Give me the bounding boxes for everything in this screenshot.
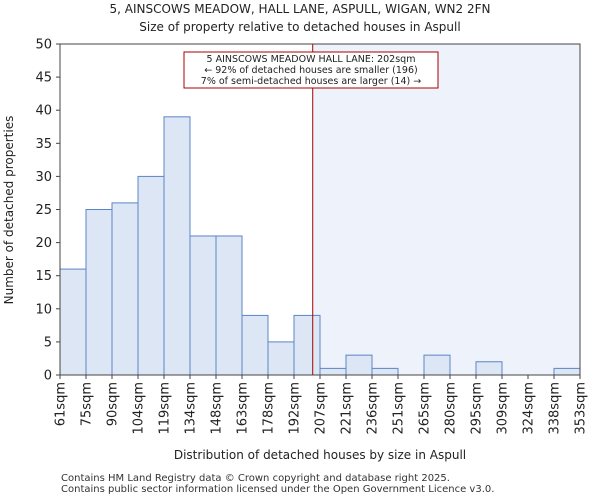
y-tick-label-40: 40 — [35, 104, 52, 119]
x-tick-label-119sqm: 119sqm — [158, 382, 173, 435]
licence-footer: Contains public sector information licen… — [61, 484, 495, 495]
bar-178sqm — [267, 341, 295, 376]
x-tick-label-324sqm: 324sqm — [522, 382, 537, 435]
bar-295sqm — [475, 361, 503, 376]
x-tick-label-192sqm: 192sqm — [288, 382, 303, 435]
annotation-line-3: 7% of semi-detached houses are larger (1… — [201, 76, 421, 87]
x-tick-label-104sqm: 104sqm — [132, 382, 147, 435]
bar-134sqm — [189, 235, 217, 376]
bar-338sqm — [553, 367, 581, 376]
x-tick-label-353sqm: 353sqm — [574, 382, 589, 435]
x-tick-label-207sqm: 207sqm — [314, 382, 329, 435]
x-tick-label-280sqm: 280sqm — [444, 382, 459, 435]
annotation-box: 5 AINSCOWS MEADOW HALL LANE: 202sqm ← 92… — [183, 51, 439, 89]
bar-236sqm — [371, 367, 399, 376]
x-tick-label-163sqm: 163sqm — [236, 382, 251, 435]
bar-221sqm — [345, 354, 373, 376]
y-tick-label-30: 30 — [35, 170, 52, 185]
x-tick-label-221sqm: 221sqm — [340, 382, 355, 435]
y-tick-label-45: 45 — [35, 71, 52, 86]
bar-61sqm — [59, 268, 87, 376]
y-tick-label-35: 35 — [35, 137, 52, 152]
x-tick-label-178sqm: 178sqm — [262, 382, 277, 435]
x-tick-label-295sqm: 295sqm — [470, 382, 485, 435]
bar-265sqm — [423, 354, 451, 376]
bar-148sqm — [215, 235, 243, 376]
annotation-line-2: ← 92% of detached houses are smaller (19… — [204, 65, 417, 76]
y-axis-label: Number of detached properties — [2, 116, 16, 305]
x-tick-label-251sqm: 251sqm — [392, 382, 407, 435]
highlight-region — [312, 44, 580, 375]
y-tick-label-20: 20 — [35, 236, 52, 251]
copyright-footer: Contains HM Land Registry data © Crown c… — [61, 473, 450, 484]
x-tick-label-265sqm: 265sqm — [418, 382, 433, 435]
x-tick-label-75sqm: 75sqm — [80, 382, 95, 426]
bar-90sqm — [111, 202, 139, 376]
y-tick-label-0: 0 — [44, 369, 52, 384]
bar-207sqm — [319, 367, 347, 376]
x-tick-label-309sqm: 309sqm — [496, 382, 511, 435]
y-tick-label-50: 50 — [35, 38, 52, 53]
bar-192sqm — [293, 314, 321, 376]
y-tick-label-5: 5 — [44, 335, 52, 350]
chart-subtitle: Size of property relative to detached ho… — [139, 20, 460, 34]
chart-title: 5, AINSCOWS MEADOW, HALL LANE, ASPULL, W… — [110, 2, 491, 16]
bar-104sqm — [137, 175, 165, 376]
x-tick-label-338sqm: 338sqm — [548, 382, 563, 435]
bar-163sqm — [241, 314, 269, 376]
bar-119sqm — [163, 116, 191, 376]
x-tick-label-148sqm: 148sqm — [210, 382, 225, 435]
y-tick-label-10: 10 — [35, 302, 52, 317]
x-tick-label-134sqm: 134sqm — [184, 382, 199, 435]
y-tick-label-25: 25 — [35, 203, 52, 218]
annotation-line-1: 5 AINSCOWS MEADOW HALL LANE: 202sqm — [207, 54, 416, 65]
x-axis-label: Distribution of detached houses by size … — [174, 448, 466, 462]
bar-75sqm — [85, 209, 113, 376]
x-tick-label-61sqm: 61sqm — [54, 382, 69, 426]
x-tick-label-236sqm: 236sqm — [366, 382, 381, 435]
y-tick-label-15: 15 — [35, 269, 52, 284]
x-tick-label-90sqm: 90sqm — [106, 382, 121, 426]
